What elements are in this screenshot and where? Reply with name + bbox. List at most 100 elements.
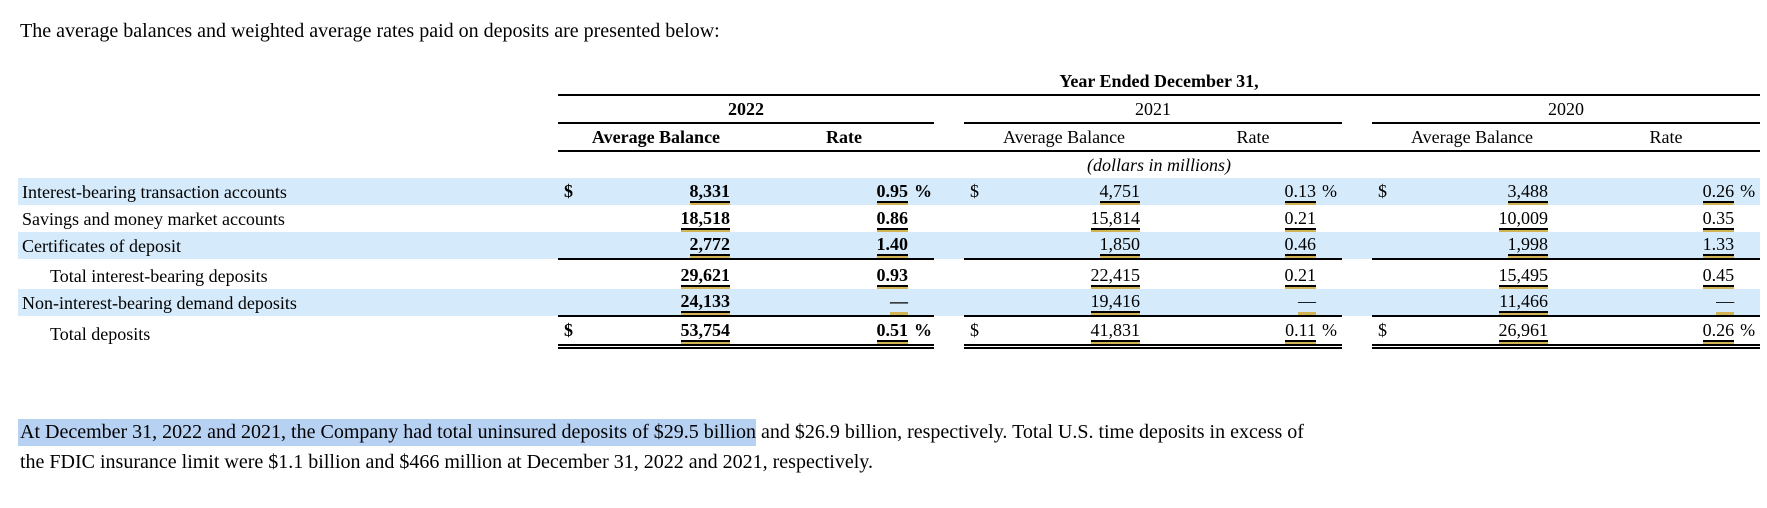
empty-cell (18, 68, 558, 95)
cell-rate: — (754, 289, 934, 316)
tagged-value: 15,495 (1498, 265, 1548, 289)
empty-cell (18, 123, 558, 151)
rate-header-2020: Rate (1572, 123, 1761, 152)
gap-cell (1342, 178, 1372, 205)
empty-cell (18, 151, 558, 178)
cell-average-balance: $41,831 (964, 315, 1164, 349)
dollar-sign: $ (1378, 320, 1387, 340)
cell-average-balance: 11,466 (1372, 289, 1572, 316)
cell-rate: — (1164, 289, 1342, 316)
table-row: Savings and money market accounts 18,518 0… (18, 205, 1760, 232)
tagged-value: — (890, 291, 908, 315)
table-row: Interest-bearing transaction accounts $8,… (18, 178, 1761, 205)
cell-average-balance: 29,621 (558, 258, 754, 289)
cell-average-balance: $53,754 (558, 315, 754, 349)
cell-average-balance: $4,751 (964, 178, 1164, 205)
cell-average-balance: 15,495 (1372, 258, 1572, 289)
table-row: Total interest-bearing deposits 29,621 0.9… (18, 258, 1761, 289)
table-row: Total deposits $53,754 0.51% $41,831 0.11% $2… (18, 315, 1761, 349)
tagged-value: — (1298, 291, 1316, 315)
cell-average-balance: 18,518 (558, 205, 754, 232)
gap-cell (1342, 123, 1372, 152)
text-selection-highlight: At December 31, 2022 and 2021, the Compa… (18, 419, 756, 446)
gap-cell (934, 123, 964, 152)
gap-cell (1342, 95, 1372, 123)
tagged-value: 0.45 (1702, 265, 1735, 289)
dollar-sign: $ (970, 320, 979, 340)
cell-average-balance: $3,488 (1372, 178, 1572, 205)
paragraph-line2: the FDIC insurance limit were $1.1 billi… (20, 451, 873, 473)
tagged-value: 0.21 (1284, 265, 1316, 289)
cell-average-balance: 10,009 (1372, 205, 1572, 232)
intro-text: The average balances and weighted averag… (20, 20, 720, 42)
deposits-table: Year Ended December 31, 2022 2021 2020 A… (18, 68, 1761, 349)
tagged-value: 0.26 (1702, 320, 1735, 344)
cell-rate: 1.40 (754, 232, 934, 259)
tagged-value: 24,133 (680, 291, 730, 315)
cell-rate: 0.51% (754, 315, 934, 349)
balance-header-2021: Average Balance (964, 123, 1164, 152)
row-label: Non-interest-bearing demand deposits (18, 289, 558, 316)
cell-rate: 0.95% (754, 178, 934, 205)
column-header-row: Average Balance Rate Average Balance Rat… (18, 123, 1761, 152)
percent-sign: % (1322, 320, 1337, 340)
gap-cell (1342, 205, 1372, 232)
paragraph-line1-rest: and $26.9 billion, respectively. Total U… (756, 421, 1304, 443)
tagged-value: 2,772 (689, 234, 730, 258)
gap-cell (1342, 316, 1372, 347)
table-row: Non-interest-bearing demand deposits 24,1… (18, 289, 1761, 316)
gap-cell (934, 95, 964, 123)
tagged-value: 26,961 (1498, 320, 1548, 344)
tagged-value: 0.86 (876, 208, 908, 232)
cell-rate: 0.45 (1572, 258, 1761, 289)
cell-rate: 0.11% (1164, 315, 1342, 349)
cell-rate: — (1572, 289, 1761, 316)
gap-cell (1342, 259, 1372, 289)
cell-rate: 0.21 (1164, 258, 1342, 289)
cell-average-balance: 1,850 (964, 232, 1164, 259)
table-row: Certificates of deposit 2,772 1.40 1,850 0.4… (18, 232, 1761, 259)
year-header-2020: 2020 (1372, 95, 1761, 124)
tagged-value: 15,814 (1090, 208, 1140, 232)
units-note: (dollars in millions) (1087, 155, 1232, 175)
row-label: Total deposits (50, 323, 151, 344)
cell-rate: 0.21 (1164, 205, 1342, 232)
tagged-value: 1.40 (876, 234, 908, 258)
dollar-sign: $ (564, 320, 573, 340)
cell-rate: 0.46 (1164, 232, 1342, 259)
gap-cell (934, 205, 964, 232)
dollar-sign: $ (970, 181, 979, 201)
tagged-value: 0.26 (1702, 181, 1735, 205)
percent-sign: % (1322, 181, 1337, 201)
gap-cell (934, 178, 964, 205)
balance-header-2022: Average Balance (558, 123, 754, 152)
tagged-value: 3,488 (1507, 181, 1548, 205)
tagged-value: 8,331 (689, 181, 730, 205)
table-title: Year Ended December 31, (558, 68, 1761, 96)
tagged-value: 0.51 (876, 320, 908, 344)
cell-rate: 1.33 (1572, 232, 1761, 259)
gap-cell (934, 289, 964, 316)
rate-header-2022: Rate (754, 123, 934, 152)
tagged-value: 4,751 (1099, 181, 1140, 205)
gap-cell (934, 259, 964, 289)
dollar-sign: $ (564, 181, 573, 201)
tagged-value: 1.33 (1702, 234, 1735, 258)
tagged-value: 0.13 (1284, 181, 1316, 205)
row-label: Certificates of deposit (18, 232, 558, 259)
tagged-value: 19,416 (1090, 291, 1140, 315)
tagged-value: 0.11 (1285, 320, 1316, 344)
cell-average-balance: $26,961 (1372, 315, 1572, 349)
tagged-value: 11,466 (1499, 291, 1548, 315)
tagged-value: 10,009 (1498, 208, 1548, 232)
gap-cell (1342, 289, 1372, 316)
tagged-value: — (1716, 291, 1735, 315)
cell-average-balance: 1,998 (1372, 232, 1572, 259)
row-label: Savings and money market accounts (22, 209, 285, 229)
tagged-value: 1,850 (1099, 234, 1140, 258)
table-title-row: Year Ended December 31, (18, 68, 1761, 96)
year-header-2022: 2022 (558, 95, 934, 124)
cell-rate: 0.86 (754, 205, 934, 232)
empty-cell (18, 95, 558, 123)
